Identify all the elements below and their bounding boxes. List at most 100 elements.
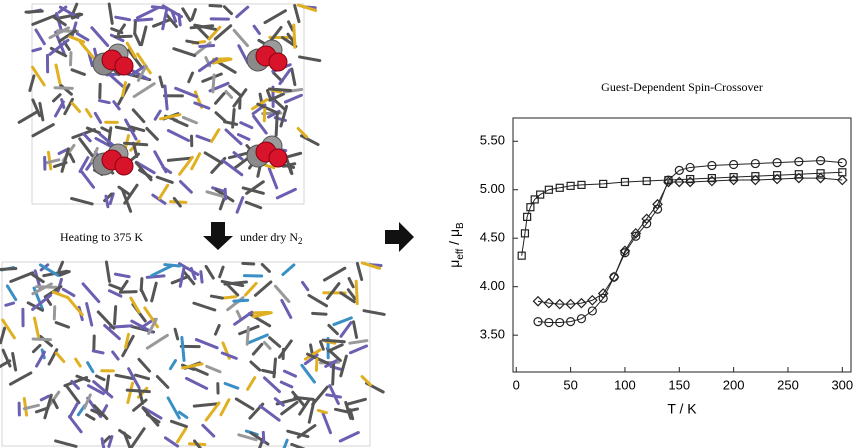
bond xyxy=(168,158,190,160)
bond xyxy=(364,311,384,315)
bond xyxy=(186,378,206,388)
bond xyxy=(302,365,315,382)
bond xyxy=(223,161,242,175)
bond xyxy=(33,16,55,25)
bond xyxy=(165,265,180,266)
bond xyxy=(163,10,167,29)
bond xyxy=(141,27,145,45)
bond xyxy=(135,22,136,34)
bond xyxy=(200,46,214,47)
bond xyxy=(33,345,40,351)
bond xyxy=(292,69,295,85)
bond xyxy=(313,313,326,314)
bond xyxy=(179,412,187,417)
bond xyxy=(264,342,270,348)
bond xyxy=(238,135,249,140)
bond xyxy=(161,115,180,119)
y-axis-label: μeff / μB xyxy=(446,222,466,268)
bond xyxy=(57,353,64,361)
bond xyxy=(236,399,253,409)
bond xyxy=(165,86,167,109)
x-tick-label: 0 xyxy=(513,377,520,392)
bond xyxy=(139,359,150,371)
bond xyxy=(109,4,112,23)
bond xyxy=(321,342,324,350)
bond xyxy=(133,110,144,122)
bond xyxy=(152,283,156,301)
bond xyxy=(87,415,94,419)
bond xyxy=(341,323,351,337)
bond xyxy=(10,373,30,384)
bond xyxy=(171,421,186,426)
atmosphere-label: under dry N2 xyxy=(240,230,302,246)
bond xyxy=(33,49,41,51)
bond xyxy=(302,282,307,289)
bond xyxy=(329,345,343,351)
bond xyxy=(206,266,213,278)
bond xyxy=(11,273,33,282)
bond xyxy=(13,353,16,370)
bond xyxy=(194,369,207,375)
y-label-part: μ xyxy=(446,260,462,268)
bond xyxy=(351,346,367,353)
bond xyxy=(230,86,240,95)
bond xyxy=(254,26,259,33)
bond xyxy=(350,341,367,344)
bond xyxy=(213,75,214,92)
bond xyxy=(56,65,60,83)
bond xyxy=(106,376,108,392)
bond xyxy=(324,268,344,280)
bond xyxy=(147,335,167,348)
bond xyxy=(263,370,275,373)
bond xyxy=(295,397,313,399)
bond xyxy=(59,262,63,271)
bond xyxy=(76,359,81,366)
bond xyxy=(234,300,248,301)
bond xyxy=(157,377,168,388)
bond xyxy=(283,265,294,275)
bond xyxy=(73,4,77,13)
bond xyxy=(356,281,357,303)
bond xyxy=(300,57,320,61)
bond xyxy=(147,276,164,277)
bond xyxy=(152,266,172,276)
guest-atom xyxy=(269,53,287,71)
bond xyxy=(205,153,222,163)
y-tick-label: 5.00 xyxy=(480,181,505,196)
down-arrow xyxy=(203,222,233,250)
bond xyxy=(189,73,193,82)
bond xyxy=(260,406,279,420)
bond xyxy=(53,292,67,297)
bond xyxy=(19,111,38,122)
bond xyxy=(245,283,256,295)
bond xyxy=(327,284,339,299)
bond xyxy=(309,295,327,305)
bond xyxy=(6,303,14,305)
bond xyxy=(313,387,328,404)
bond xyxy=(34,318,38,336)
bond xyxy=(183,364,202,368)
bond xyxy=(203,74,222,81)
bond xyxy=(333,364,334,384)
figure: Heating to 375 K under dry N2 Guest-Depe… xyxy=(0,0,860,448)
bond xyxy=(136,375,149,379)
bond xyxy=(49,350,57,364)
bond xyxy=(329,325,337,333)
bond xyxy=(170,361,175,369)
bond xyxy=(285,95,301,102)
bond xyxy=(247,327,248,344)
bond xyxy=(165,438,177,446)
bond xyxy=(168,398,179,418)
series-line xyxy=(522,172,843,255)
bond xyxy=(116,17,130,20)
bond xyxy=(194,404,216,406)
bond xyxy=(318,410,326,412)
bond xyxy=(95,113,100,122)
bond xyxy=(70,403,78,417)
bond xyxy=(106,262,109,281)
bond xyxy=(253,312,269,313)
bond xyxy=(26,11,42,12)
bond xyxy=(180,182,191,193)
bond xyxy=(248,378,255,390)
bond xyxy=(255,282,270,295)
